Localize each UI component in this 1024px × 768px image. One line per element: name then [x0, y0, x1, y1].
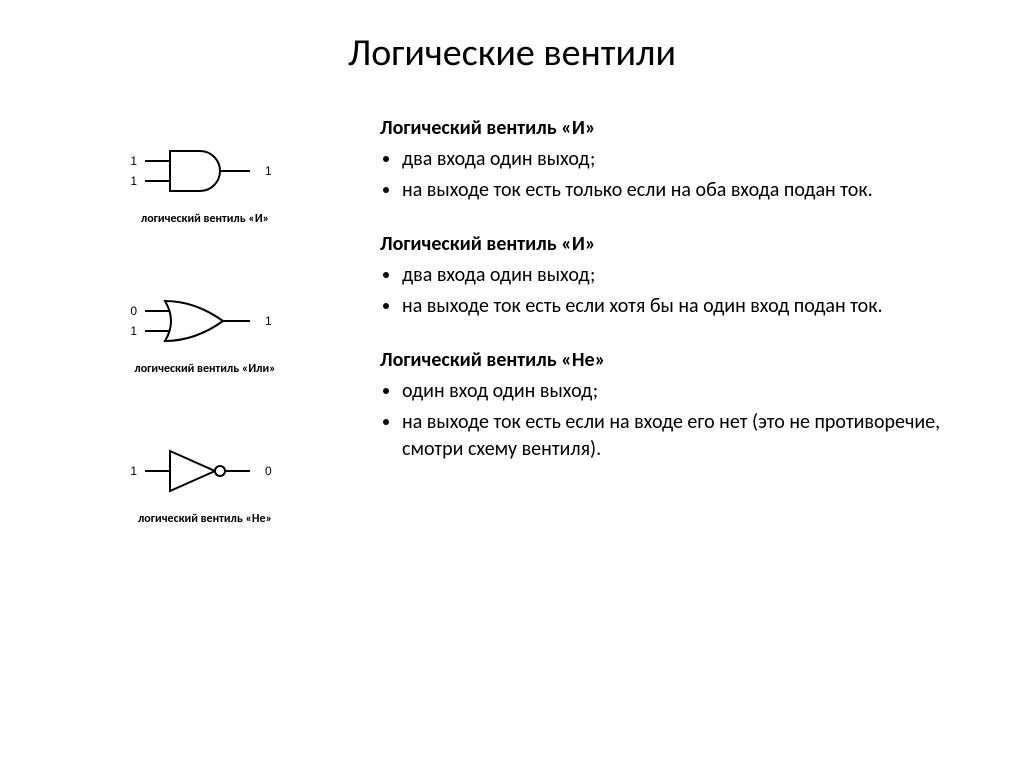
text-column: Логический вентиль «И» два входа один вы…: [360, 116, 974, 586]
and-out-label: 1: [265, 164, 272, 178]
list-item: один вход один выход;: [402, 378, 974, 405]
section-list: два входа один выход; на выходе ток есть…: [380, 262, 974, 320]
list-item: два входа один выход;: [402, 262, 974, 289]
diagrams-column: 1 1 1 логический вентиль «И» 0: [50, 116, 360, 586]
not-gate-caption: логический вентиль «Не»: [50, 512, 360, 526]
and-gate-icon: 1 1 1: [115, 136, 295, 206]
not-gate-icon: 1 0: [115, 436, 295, 506]
not-gate-figure: 1 0 логический вентиль «Не»: [50, 436, 360, 526]
or-gate-caption: логический вентиль «Или»: [50, 362, 360, 376]
not-out-label: 0: [265, 464, 272, 478]
or-out-label: 1: [265, 314, 272, 328]
slide: Логические вентили 1 1 1 логиче: [0, 0, 1024, 768]
list-item: два входа один выход;: [402, 146, 974, 173]
list-item: на выходе ток есть только если на оба вх…: [402, 177, 974, 204]
or-in1-label: 0: [130, 304, 137, 318]
section-heading: Логический вентиль «И»: [380, 232, 974, 256]
not-in-label: 1: [130, 464, 137, 478]
section-list: два входа один выход; на выходе ток есть…: [380, 146, 974, 204]
section-list: один вход один выход; на выходе ток есть…: [380, 378, 974, 463]
and-in2-label: 1: [130, 174, 137, 188]
page-title: Логические вентили: [50, 30, 974, 76]
and-in1-label: 1: [130, 154, 137, 168]
or-in2-label: 1: [130, 324, 137, 338]
list-item: на выходе ток есть если хотя бы на один …: [402, 293, 974, 320]
and-gate-caption: логический вентиль «И»: [50, 212, 360, 226]
list-item: на выходе ток есть если на входе его нет…: [402, 409, 974, 463]
section-heading: Логический вентиль «Не»: [380, 348, 974, 372]
or-gate-icon: 0 1 1: [115, 286, 295, 356]
and-gate-figure: 1 1 1 логический вентиль «И»: [50, 136, 360, 226]
section-heading: Логический вентиль «И»: [380, 116, 974, 140]
or-gate-figure: 0 1 1 логический вентиль «Или»: [50, 286, 360, 376]
content-row: 1 1 1 логический вентиль «И» 0: [50, 116, 974, 586]
